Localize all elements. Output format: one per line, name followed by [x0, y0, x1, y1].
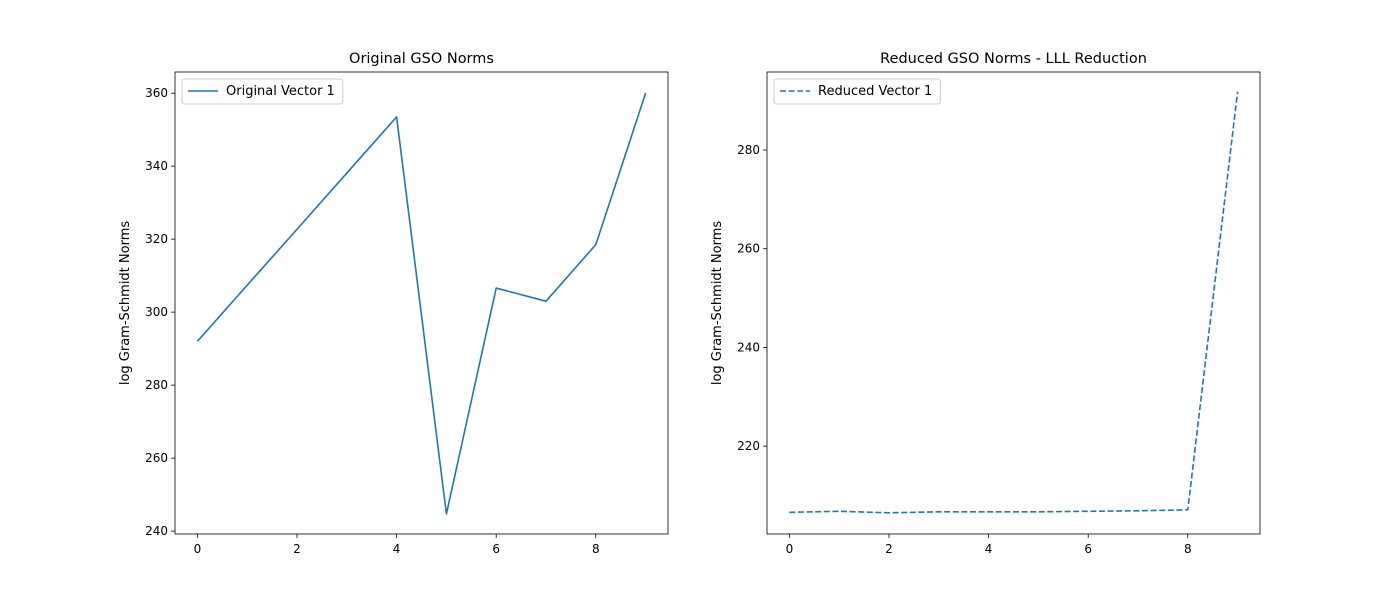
y-tick-label: 240: [145, 524, 168, 538]
y-tick-label: 340: [145, 159, 168, 173]
x-tick-label: 2: [885, 542, 893, 556]
y-tick-label: 280: [145, 378, 168, 392]
y-tick-label: 220: [737, 439, 760, 453]
y-tick-label: 280: [737, 143, 760, 157]
plot-frame: [174, 71, 669, 535]
x-tick-label: 2: [293, 542, 301, 556]
series-layer: [196, 92, 647, 515]
x-axis-ticks: 0 2 4 6 8: [194, 534, 600, 556]
series-line: [196, 92, 647, 515]
y-tick-label: 300: [145, 305, 168, 319]
y-axis-ticks: 240 260 280 300 320 340 360: [145, 86, 175, 538]
x-tick-label: 8: [592, 542, 600, 556]
legend: Reduced Vector 1: [773, 78, 941, 105]
chart-title: Reduced GSO Norms - LLL Reduction: [880, 51, 1147, 67]
series-layer: [789, 91, 1239, 514]
legend: Original Vector 1: [181, 78, 344, 105]
plot-frame: [766, 71, 1261, 535]
y-tick-label: 360: [145, 86, 168, 100]
y-tick-label: 320: [145, 232, 168, 246]
legend-box: [181, 78, 344, 105]
y-tick-label: 240: [737, 340, 760, 354]
y-axis-label: log Gram-Schmidt Norms: [710, 221, 725, 386]
x-tick-label: 8: [1184, 542, 1192, 556]
x-tick-label: 0: [194, 542, 202, 556]
y-axis-label: log Gram-Schmidt Norms: [118, 221, 133, 386]
legend-entry-label: Original Vector 1: [226, 84, 335, 99]
legend-entry-label: Reduced Vector 1: [818, 84, 932, 99]
x-tick-label: 4: [393, 542, 401, 556]
chart-title: Original GSO Norms: [349, 51, 494, 67]
chart-original-gso-norms: Original GSO Norms log Gram-Schmidt Norm…: [118, 51, 669, 556]
y-axis-ticks: 220 240 260 280: [737, 143, 767, 453]
chart-reduced-gso-norms: Reduced GSO Norms - LLL Reduction log Gr…: [710, 51, 1261, 556]
series-line: [789, 91, 1239, 514]
legend-box: [773, 78, 941, 105]
x-tick-label: 6: [492, 542, 500, 556]
x-tick-label: 0: [786, 542, 794, 556]
y-tick-label: 260: [737, 242, 760, 256]
y-tick-label: 260: [145, 451, 168, 465]
x-tick-label: 4: [985, 542, 993, 556]
x-axis-ticks: 0 2 4 6 8: [786, 534, 1192, 556]
x-tick-label: 6: [1084, 542, 1092, 556]
